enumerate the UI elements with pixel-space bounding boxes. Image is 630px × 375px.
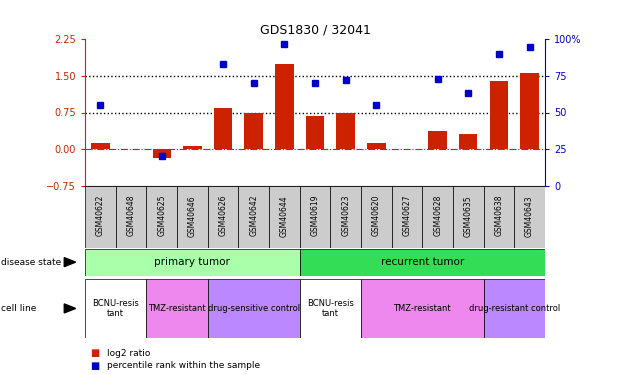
Text: GSM40625: GSM40625 (158, 195, 166, 236)
Bar (244, 114, 263, 149)
Bar (275, 64, 294, 149)
Bar (330, 186, 361, 248)
Bar (116, 186, 146, 248)
Bar (428, 130, 447, 149)
Bar (484, 279, 545, 338)
Bar (367, 143, 386, 149)
Text: BCNU-resis
tant: BCNU-resis tant (92, 299, 139, 318)
Bar (85, 249, 300, 276)
Bar (146, 279, 208, 338)
Bar (208, 279, 300, 338)
Bar (520, 72, 539, 149)
Bar (300, 186, 330, 248)
Bar (361, 279, 484, 338)
Text: log2 ratio: log2 ratio (107, 349, 151, 358)
Text: GSM40628: GSM40628 (433, 195, 442, 236)
Text: recurrent tumor: recurrent tumor (381, 257, 464, 267)
Bar (484, 186, 514, 248)
Text: drug-sensitive control: drug-sensitive control (208, 304, 300, 313)
Bar (146, 186, 177, 248)
Bar (459, 135, 478, 149)
Text: percentile rank within the sample: percentile rank within the sample (107, 361, 260, 370)
Text: GSM40644: GSM40644 (280, 195, 289, 237)
Bar (514, 186, 545, 248)
Text: ■: ■ (91, 361, 104, 370)
Text: TMZ-resistant: TMZ-resistant (148, 304, 206, 313)
Bar (85, 279, 146, 338)
Text: GSM40646: GSM40646 (188, 195, 197, 237)
Text: disease state: disease state (1, 258, 62, 267)
Text: GSM40623: GSM40623 (341, 195, 350, 236)
Bar (361, 186, 392, 248)
Text: drug-resistant control: drug-resistant control (469, 304, 560, 313)
Bar (300, 279, 361, 338)
Bar (392, 186, 422, 248)
Bar (490, 81, 508, 149)
Bar (269, 186, 300, 248)
Text: GSM40627: GSM40627 (403, 195, 411, 236)
Bar (336, 112, 355, 149)
Text: GSM40620: GSM40620 (372, 195, 381, 236)
Title: GDS1830 / 32041: GDS1830 / 32041 (260, 24, 370, 37)
Text: GSM40635: GSM40635 (464, 195, 472, 237)
Text: GSM40626: GSM40626 (219, 195, 227, 236)
Text: GSM40643: GSM40643 (525, 195, 534, 237)
Text: ■: ■ (91, 348, 104, 358)
Bar (300, 249, 545, 276)
Text: GSM40642: GSM40642 (249, 195, 258, 236)
Text: GSM40648: GSM40648 (127, 195, 135, 236)
Text: GSM40619: GSM40619 (311, 195, 319, 236)
Bar (85, 186, 116, 248)
Bar (152, 149, 171, 158)
Text: BCNU-resis
tant: BCNU-resis tant (307, 299, 354, 318)
Bar (453, 186, 484, 248)
Bar (238, 186, 269, 248)
Bar (422, 186, 453, 248)
Text: GSM40638: GSM40638 (495, 195, 503, 236)
Text: GSM40622: GSM40622 (96, 195, 105, 236)
Bar (214, 108, 232, 149)
Text: primary tumor: primary tumor (154, 257, 231, 267)
Bar (208, 186, 238, 248)
Bar (183, 146, 202, 149)
Bar (91, 143, 110, 149)
Bar (177, 186, 208, 248)
Bar (306, 116, 324, 149)
Text: cell line: cell line (1, 304, 37, 313)
Text: TMZ-resistant: TMZ-resistant (394, 304, 451, 313)
